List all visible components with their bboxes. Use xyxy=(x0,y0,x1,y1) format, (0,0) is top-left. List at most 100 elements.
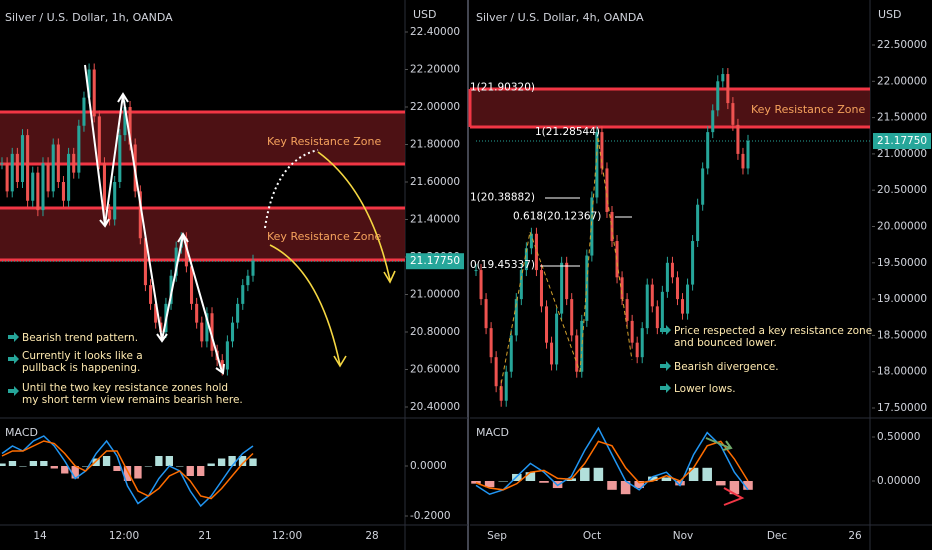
candle-body xyxy=(580,320,584,372)
macd-histogram-bar xyxy=(61,466,69,474)
currency-label: USD xyxy=(413,8,437,21)
x-tick-label: Dec xyxy=(767,530,788,542)
y-tick-label: 21.00000 xyxy=(877,148,927,160)
x-tick-label: 21 xyxy=(198,530,211,542)
y-tick-label: 21.50000 xyxy=(877,112,927,124)
fib-label: 1(21.90320) xyxy=(470,81,535,93)
macd-histogram-bar xyxy=(0,463,6,466)
candle-body xyxy=(721,74,725,82)
macd-histogram-bar xyxy=(634,481,644,489)
price-tag-label: 21.17750 xyxy=(877,135,927,147)
y-tick-label: 0.50000 xyxy=(877,431,920,443)
candle-body xyxy=(205,313,209,342)
macd-histogram-bar xyxy=(134,466,142,479)
drawings xyxy=(8,64,745,506)
macd-signal-line xyxy=(475,440,749,491)
candle-body xyxy=(113,182,117,220)
candle-body xyxy=(635,342,639,358)
macd-histogram-bar xyxy=(580,467,590,481)
candle-body xyxy=(575,335,579,372)
y-tick-label: 22.00000 xyxy=(877,75,927,87)
candle-body xyxy=(555,313,559,365)
candle-body xyxy=(711,110,715,133)
y-tick-label: 22.00000 xyxy=(410,101,460,113)
macd-histogram-bar xyxy=(50,466,58,469)
candle-body xyxy=(67,153,71,201)
annotation: Price respected a key resistance zone xyxy=(674,325,872,337)
y-tick-label: 20.50000 xyxy=(877,184,927,196)
x-tick-label: 28 xyxy=(365,530,378,542)
macd-macd-line xyxy=(1,435,254,508)
y-tick-label: 17.50000 xyxy=(877,402,927,414)
y-tick-label: 21.00000 xyxy=(410,289,460,301)
macd-histogram-bar xyxy=(197,466,205,476)
candle-body xyxy=(51,144,55,192)
candle-body xyxy=(640,328,644,358)
candle-body xyxy=(5,163,9,192)
macd-histogram-bar xyxy=(71,466,79,479)
candle-body xyxy=(174,247,178,276)
candle-body xyxy=(670,262,674,278)
candle-body xyxy=(645,284,649,329)
macd-histogram-bar xyxy=(207,463,215,466)
chart-title: Silver / U.S. Dollar, 1h, OANDA xyxy=(5,11,173,24)
candle-body xyxy=(15,153,19,182)
candle-body xyxy=(195,303,199,323)
macd-histogram-bar xyxy=(661,477,672,481)
candle-body xyxy=(46,163,50,192)
candle-body xyxy=(241,285,245,304)
candle-body xyxy=(494,357,498,387)
candle-body xyxy=(504,371,508,401)
price-tag-label: 21.17750 xyxy=(410,255,460,267)
candle-body xyxy=(118,135,122,182)
candle-body xyxy=(41,163,45,211)
candle-body xyxy=(138,191,142,239)
marks xyxy=(0,63,872,508)
candle-body xyxy=(97,116,101,164)
macd-histogram-bar xyxy=(155,456,163,466)
y-tick-label: 21.40000 xyxy=(410,214,460,226)
macd-histogram-bar xyxy=(186,466,194,476)
macd-histogram-bar xyxy=(743,481,753,490)
y-tick-label: 19.00000 xyxy=(877,293,927,305)
y-tick-label: 22.50000 xyxy=(877,39,927,51)
macd-histogram-bar xyxy=(620,481,631,495)
candle-body xyxy=(595,132,599,198)
macd-histogram-bar xyxy=(607,481,617,490)
macd-macd-line xyxy=(475,426,749,496)
candle-body xyxy=(82,97,86,126)
y-tick-label: 22.40000 xyxy=(410,26,460,38)
candle-body xyxy=(236,303,240,323)
x-tick-label: 14 xyxy=(33,530,47,542)
y-tick-label: 20.40000 xyxy=(410,401,460,413)
macd-histogram-bar xyxy=(8,461,17,466)
candle-body xyxy=(20,135,25,182)
x-tick-label: 26 xyxy=(848,530,862,542)
candle-body xyxy=(31,172,35,201)
candle-body xyxy=(570,299,574,336)
candle-body xyxy=(716,81,720,111)
macd-histogram-bar xyxy=(228,456,236,466)
candle-body xyxy=(726,74,730,104)
macd-histogram-bar xyxy=(29,461,38,466)
macd-histogram-bar xyxy=(702,467,712,481)
fib-label: 0(19.45337) xyxy=(470,259,535,271)
macd-histogram-bar xyxy=(471,481,481,484)
macd-histogram-bar xyxy=(92,458,100,466)
candle-body xyxy=(731,103,735,125)
y-tick-label: 20.80000 xyxy=(410,326,460,338)
macd-histogram-bar xyxy=(40,461,48,466)
candle-body xyxy=(534,233,538,271)
candle-body xyxy=(706,132,710,169)
candle-body xyxy=(605,168,609,212)
candle-body xyxy=(92,69,96,117)
x-tick-label: 12:00 xyxy=(272,530,302,542)
candle-body xyxy=(665,262,669,292)
candle-body xyxy=(210,313,214,351)
candle-body xyxy=(149,285,153,304)
candle-body xyxy=(590,197,594,256)
y-tick-label: 22.20000 xyxy=(410,64,460,76)
macd-histogram-bar xyxy=(102,456,111,466)
candle-body xyxy=(251,260,255,276)
